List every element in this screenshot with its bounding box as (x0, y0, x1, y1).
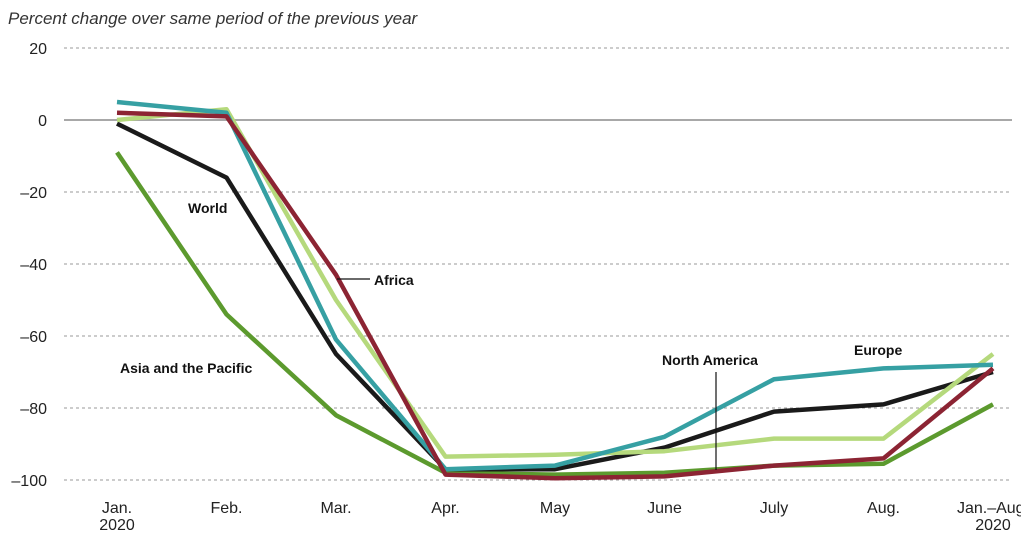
x-axis: Jan. 2020 Feb. Mar. Apr. May June July Aug. Jan.–… (99, 500, 1021, 534)
annotation-africa: Africa (374, 272, 414, 288)
annotation-europe: Europe (854, 342, 902, 358)
x-tick-label: Jan. 2020 (99, 500, 135, 534)
series-line-asia-and-the-pacific (115, 151, 995, 477)
grid-layer: 20 0 –20 –40 –60 –80 –100 (11, 41, 1012, 490)
x-tick-label: Mar. (320, 500, 351, 517)
annotations-layer: World Africa Asia and the Pacific North Ame… (120, 200, 902, 470)
x-tick-label: Apr. (431, 500, 459, 517)
y-tick-label: –40 (20, 257, 47, 274)
annotation-north-america: North America (662, 352, 758, 368)
series-line-world (116, 121, 994, 472)
y-tick-label: –60 (20, 329, 47, 346)
x-tick-label: May (540, 500, 570, 517)
annotation-asia-and-the-pacific: Asia and the Pacific (120, 360, 252, 376)
annotation-world: World (188, 200, 227, 216)
x-tick-label: June (647, 500, 682, 517)
y-tick-label: –80 (20, 401, 47, 418)
y-tick-label: –100 (11, 473, 47, 490)
y-tick-label: 0 (38, 113, 47, 130)
chart-subtitle: Percent change over same period of the p… (8, 9, 419, 28)
series-layer (115, 99, 995, 481)
x-tick-label: Feb. (210, 500, 242, 517)
x-tick-label: Aug. (867, 500, 900, 517)
y-tick-label: –20 (20, 185, 47, 202)
series-line-africa (116, 110, 995, 481)
x-tick-label: Jan.–Aug.2020 (957, 500, 1021, 534)
y-tick-label: 20 (29, 41, 47, 58)
series-line-north-america (116, 99, 994, 472)
x-tick-label: July (760, 500, 788, 517)
